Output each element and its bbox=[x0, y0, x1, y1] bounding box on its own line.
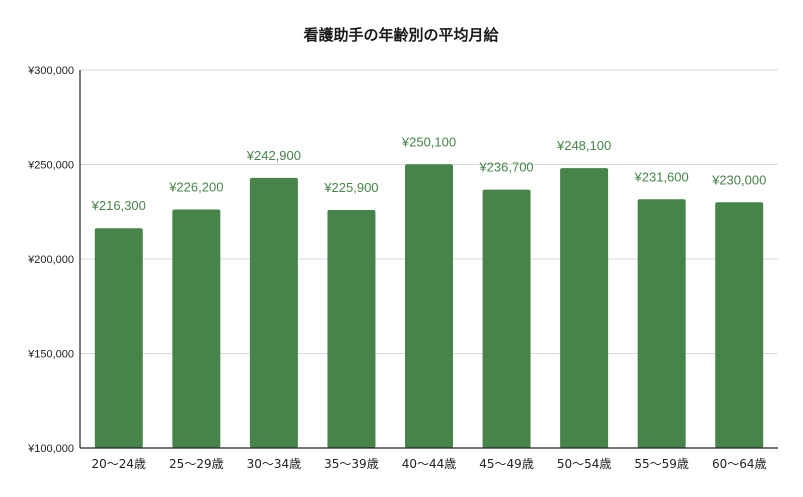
bars bbox=[94, 164, 764, 448]
bar bbox=[249, 177, 298, 448]
bar bbox=[637, 199, 686, 448]
bar bbox=[327, 210, 376, 448]
bar-value-label: ¥225,900 bbox=[323, 180, 378, 195]
value-labels: ¥216,300 ¥226,200 ¥242,900 ¥225,900 ¥250,100… bbox=[91, 134, 767, 213]
x-tick-label: 55〜59歳 bbox=[634, 457, 689, 471]
bar-value-label: ¥242,900 bbox=[246, 148, 301, 163]
x-tick-label: 20〜24歳 bbox=[92, 457, 147, 471]
x-tick-label: 30〜34歳 bbox=[247, 457, 302, 471]
bar-value-label: ¥226,200 bbox=[168, 179, 223, 194]
bar-value-label: ¥216,300 bbox=[91, 198, 146, 213]
y-tick-label: ¥250,000 bbox=[27, 160, 74, 172]
y-axis-tick-labels: ¥100,000 ¥150,000 ¥200,000 ¥250,000 ¥300,000 bbox=[27, 65, 74, 455]
bar-value-label: ¥230,000 bbox=[711, 172, 766, 187]
bar-value-label: ¥248,100 bbox=[556, 138, 611, 153]
y-tick-label: ¥100,000 bbox=[27, 443, 74, 455]
y-tick-label: ¥300,000 bbox=[27, 65, 74, 77]
x-tick-label: 25〜29歳 bbox=[169, 457, 224, 471]
y-tick-label: ¥200,000 bbox=[27, 254, 74, 266]
bar bbox=[94, 228, 143, 448]
x-tick-label: 50〜54歳 bbox=[557, 457, 612, 471]
bar bbox=[715, 202, 764, 448]
bar bbox=[405, 164, 453, 448]
chart-title: 看護助手の年齢別の平均月給 bbox=[303, 26, 499, 44]
x-tick-label: 60〜64歳 bbox=[712, 457, 767, 471]
bar bbox=[172, 209, 221, 448]
bar-value-label: ¥236,700 bbox=[478, 160, 533, 175]
bar-value-label: ¥231,600 bbox=[634, 169, 689, 184]
x-tick-label: 35〜39歳 bbox=[324, 457, 379, 471]
x-axis-tick-labels: 20〜24歳 25〜29歳 30〜34歳 35〜39歳 40〜44歳 45〜49歳 50〜5… bbox=[92, 457, 767, 471]
bar bbox=[482, 189, 531, 448]
x-tick-label: 40〜44歳 bbox=[402, 457, 457, 471]
bar-value-label: ¥250,100 bbox=[401, 134, 456, 149]
bar bbox=[560, 168, 609, 448]
y-tick-label: ¥150,000 bbox=[27, 349, 74, 361]
x-tick-label: 45〜49歳 bbox=[479, 457, 534, 471]
